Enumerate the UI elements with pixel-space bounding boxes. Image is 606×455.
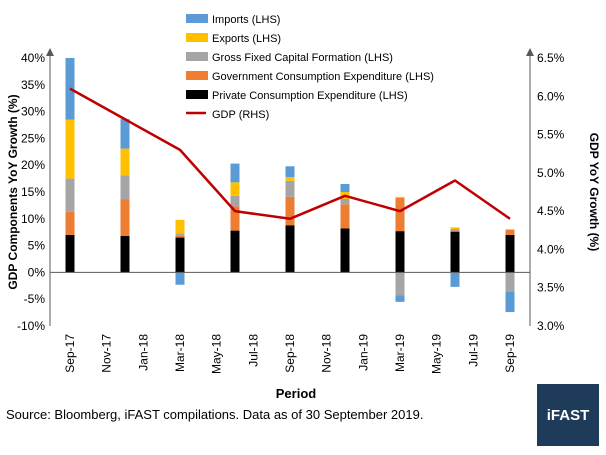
bar-segment: [450, 228, 460, 231]
bar-segment: [395, 196, 405, 198]
bar-segment: [285, 180, 295, 197]
bar-segment: [450, 230, 460, 232]
right-tick-label: 6.0%: [537, 89, 565, 103]
bar-segment: [65, 234, 75, 273]
bar-segment: [175, 219, 185, 234]
legend-label: GDP (RHS): [212, 109, 269, 121]
left-tick-label: 15%: [21, 185, 45, 199]
bar-segment: [230, 195, 240, 207]
legend-swatch: [186, 52, 208, 61]
bar-segment: [285, 225, 295, 273]
bar-segment: [120, 199, 130, 236]
bar-segment: [175, 237, 185, 273]
footer: Source: Bloomberg, iFAST compilations. D…: [0, 401, 606, 455]
left-tick-label: 35%: [21, 78, 45, 92]
bar-segment: [175, 235, 185, 238]
legend-label: Government Consumption Expenditure (LHS): [212, 71, 434, 83]
bar-segment: [395, 272, 405, 296]
left-tick-label: -10%: [17, 319, 45, 333]
right-tick-label: 3.5%: [537, 281, 565, 295]
legend-swatch: [186, 71, 208, 80]
x-tick-label: Sep-19: [503, 334, 517, 373]
legend-swatch: [186, 90, 208, 99]
bar-segment: [230, 206, 240, 231]
bar-segment: [65, 119, 75, 179]
gdp-components-chart: -10% -5% 0% 5% 10% 15% 20% 25% 30% 35% 40% 3.0% 3.5%…: [6, 14, 601, 400]
legend-label: Imports (LHS): [212, 14, 280, 26]
bar-segment: [505, 229, 515, 235]
bar-segment: [120, 175, 130, 200]
bar-segment: [120, 119, 130, 149]
right-axis-arrow: [526, 48, 534, 56]
legend-label: Private Consumption Expenditure (LHS): [212, 90, 408, 102]
right-tick-label: 4.0%: [537, 242, 565, 256]
bar-segment: [65, 178, 75, 212]
legend-swatch: [186, 33, 208, 42]
x-axis-title: Period: [276, 386, 317, 400]
left-tick-label: 0%: [28, 265, 46, 279]
bar-segment: [450, 272, 460, 287]
bar-segment: [230, 163, 240, 183]
left-tick-label: 40%: [21, 51, 45, 65]
right-tick-label: 5.5%: [537, 128, 565, 142]
bar-segment: [230, 182, 240, 196]
bar-segment: [505, 272, 515, 292]
bar-segment: [285, 166, 295, 177]
left-tick-label: 5%: [28, 239, 46, 253]
bar-segment: [285, 196, 295, 226]
x-tick-label: Sep-17: [63, 334, 77, 373]
bar-segment: [505, 291, 515, 313]
x-tick-label: Mar-19: [393, 334, 407, 372]
bar-segment: [120, 235, 130, 273]
bar-segment: [175, 272, 185, 285]
bar-segment: [65, 211, 75, 235]
x-tick-label: Jan-19: [356, 334, 370, 371]
right-axis-title: GDP YoY Growth (%): [587, 133, 601, 251]
x-tick-label: May-18: [210, 334, 224, 374]
x-tick-label: Sep-18: [283, 334, 297, 373]
bar-segment: [175, 233, 185, 236]
legend-swatch: [186, 14, 208, 23]
bar-segment: [340, 228, 350, 273]
bar-segment: [120, 148, 130, 176]
x-tick-label: Nov-18: [320, 334, 334, 373]
bar-segment: [395, 295, 405, 302]
left-tick-label: 10%: [21, 212, 45, 226]
x-tick-label: Jul-18: [246, 334, 260, 367]
gdp-line: [69, 87, 511, 221]
x-tick-label: Nov-17: [100, 334, 114, 373]
x-tick-label: Jul-19: [466, 334, 480, 367]
x-tick-label: Jan-18: [136, 334, 150, 371]
bar-segment: [340, 183, 350, 192]
right-tick-label: 5.0%: [537, 166, 565, 180]
left-tick-label: 30%: [21, 105, 45, 119]
x-tick-label: Mar-18: [173, 334, 187, 372]
bar-segment: [285, 176, 295, 181]
right-tick-label: 6.5%: [537, 51, 565, 65]
x-tick-label: May-19: [430, 334, 444, 374]
bar-segment: [395, 197, 405, 232]
legend-label: Exports (LHS): [212, 33, 281, 45]
left-tick-label: 25%: [21, 131, 45, 145]
legend-label: Gross Fixed Capital Formation (LHS): [212, 52, 393, 64]
ifast-logo: iFAST: [537, 384, 599, 446]
left-axis-title: GDP Components YoY Growth (%): [6, 94, 20, 289]
left-tick-label: -5%: [24, 292, 46, 306]
bar-segment: [340, 204, 350, 229]
left-tick-label: 20%: [21, 158, 45, 172]
right-tick-label: 3.0%: [537, 319, 565, 333]
bar-segment: [450, 231, 460, 273]
right-tick-label: 4.5%: [537, 204, 565, 218]
bar-segment: [340, 198, 350, 205]
left-axis-arrow: [46, 48, 54, 56]
bar-segment: [450, 227, 460, 229]
bar-segment: [505, 234, 515, 273]
bar-segment: [230, 230, 240, 273]
bar-segment: [395, 231, 405, 273]
source-note: Source: Bloomberg, iFAST compilations. D…: [6, 407, 424, 422]
